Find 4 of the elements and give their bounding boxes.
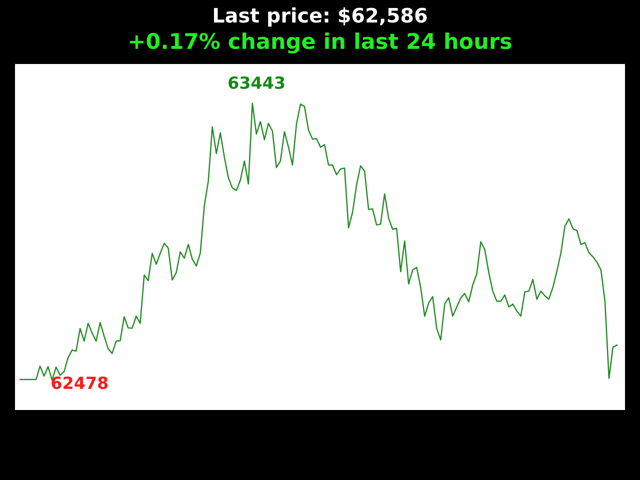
chart-title: Last price: $62,586 bbox=[214, 7, 427, 27]
data-label: 63443 bbox=[228, 76, 284, 89]
data-label: 62478 bbox=[52, 376, 108, 390]
chart-subtitle: +0.17% change in last 24 hours bbox=[130, 32, 512, 54]
